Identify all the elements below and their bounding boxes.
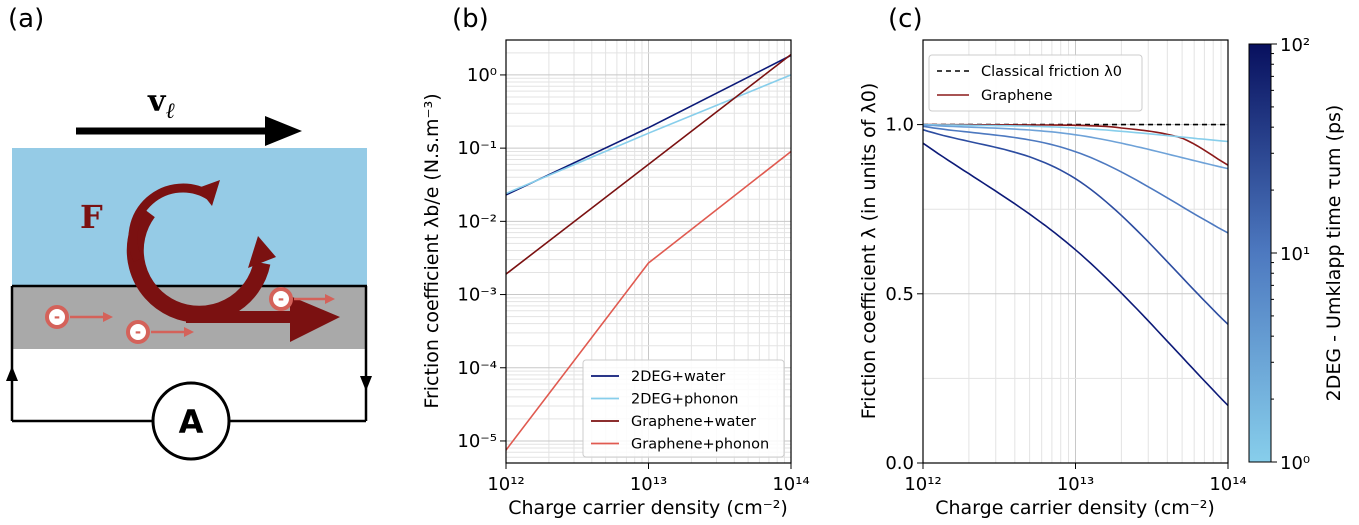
panel-b-series xyxy=(505,53,792,451)
y-tick-label: 1.0 xyxy=(885,115,914,136)
velocity-arrow-head xyxy=(265,116,302,146)
colorbar-tick-label: 10² xyxy=(1280,35,1310,56)
legend-entry: 2DEG+water xyxy=(631,369,725,385)
x-tick-label: 10¹² xyxy=(487,474,524,495)
x-tick-label: 10¹⁴ xyxy=(1209,474,1246,495)
panel-b-ylabel: Friction coefficient λb/e (N.s.m⁻³) xyxy=(421,93,443,408)
electron-2: - xyxy=(126,320,194,344)
svg-text:-: - xyxy=(135,323,141,341)
colorbar-label: 2DEG - Umklapp time τum (ps) xyxy=(1323,105,1345,402)
series-line-2deg-phonon xyxy=(505,74,792,195)
colorbar-ticks: 10⁰ 10¹ 10² xyxy=(1271,35,1310,474)
electron-1: - xyxy=(45,305,113,329)
x-tick-label: 10¹⁴ xyxy=(772,474,809,495)
y-tick-label: 0.0 xyxy=(885,453,914,474)
panel-c-ticks: 10¹² 10¹³ 10¹⁴ 0.0 0.5 1.0 xyxy=(885,115,1246,495)
panel-label-a: (a) xyxy=(8,4,44,34)
legend-box xyxy=(928,54,1143,112)
y-tick-label: 0.5 xyxy=(885,284,914,305)
panel-c-ylabel: Friction coefficient λ (in units of λ0) xyxy=(858,83,880,420)
x-tick-label: 10¹³ xyxy=(1057,474,1094,495)
panel-b-ticks: 10¹² 10¹³ 10¹⁴ 10⁻⁵ 10⁻⁴ 10⁻³ 10⁻² 10⁻¹ 10⁰ xyxy=(457,65,809,495)
panel-c-legend: Classical friction λ0 Graphene xyxy=(928,54,1143,112)
panel-a-schematic: (a) vℓ A F - xyxy=(6,4,372,461)
panel-label-c: (c) xyxy=(888,4,923,34)
y-tick-label: 10⁻⁵ xyxy=(457,431,497,452)
legend-box xyxy=(582,359,785,458)
legend-entry: Graphene+phonon xyxy=(631,437,769,453)
series-line-tau-30 xyxy=(922,128,1229,325)
y-tick-label: 10⁰ xyxy=(467,65,497,86)
panel-c-series xyxy=(922,123,1229,407)
y-tick-label: 10⁻² xyxy=(457,211,497,232)
panel-label-b: (b) xyxy=(452,4,489,34)
series-line-2deg-water xyxy=(505,54,792,196)
ammeter-icon xyxy=(151,381,231,461)
series-line-tau-100 xyxy=(922,142,1229,407)
y-tick-label: 10⁻³ xyxy=(457,285,497,306)
panel-c-chart: (c) 10¹² 10¹³ 10¹⁴ 0.0 0.5 1.0 Charge carrier… xyxy=(858,4,1345,519)
legend-entry: Graphene xyxy=(981,88,1053,104)
colorbar-tick-label: 10⁰ xyxy=(1280,453,1310,474)
force-label: F xyxy=(80,198,103,236)
electron-3: - xyxy=(269,287,335,311)
series-line-tau-10 xyxy=(922,125,1229,234)
force-top-arrowhead xyxy=(198,180,220,206)
legend-entry: 2DEG+phonon xyxy=(631,392,738,408)
legend-entry: Classical friction λ0 xyxy=(981,64,1122,80)
current-down-arrow-icon xyxy=(360,376,372,391)
panel-c-xlabel: Charge carrier density (cm⁻²) xyxy=(935,497,1215,519)
series-line-tau-3 xyxy=(922,124,1229,170)
legend-entry: Graphene+water xyxy=(631,414,756,430)
velocity-label: vℓ xyxy=(147,84,175,124)
series-line-tau-1 xyxy=(922,123,1229,143)
y-tick-label: 10⁻⁴ xyxy=(457,358,497,379)
svg-text:-: - xyxy=(54,308,60,326)
y-tick-label: 10⁻¹ xyxy=(457,138,497,159)
svg-text:-: - xyxy=(278,290,284,308)
force-top-arc xyxy=(128,183,213,262)
force-straight-arrow-shaft xyxy=(186,311,296,323)
panel-b-xlabel: Charge carrier density (cm⁻²) xyxy=(508,497,788,519)
force-circular-arrowhead xyxy=(248,236,276,268)
ammeter-label: A xyxy=(179,403,204,441)
colorbar xyxy=(1248,43,1272,463)
series-line-graphene-phonon xyxy=(505,150,792,451)
x-tick-label: 10¹³ xyxy=(630,474,667,495)
colorbar-tick-label: 10¹ xyxy=(1280,244,1310,265)
panel-b-legend: 2DEG+water 2DEG+phonon Graphene+water Graph… xyxy=(582,359,785,458)
series-line-graphene-water xyxy=(505,53,792,275)
current-up-arrow-icon xyxy=(6,366,18,381)
force-straight-arrow-head xyxy=(290,296,340,342)
panel-b-chart: (b) 10¹² 10¹³ 10¹⁴10⁻⁵10⁻⁴10⁻³10⁻²10⁻¹10⁰ … xyxy=(421,4,810,519)
water-layer xyxy=(12,148,367,286)
x-tick-label: 10¹² xyxy=(904,474,941,495)
